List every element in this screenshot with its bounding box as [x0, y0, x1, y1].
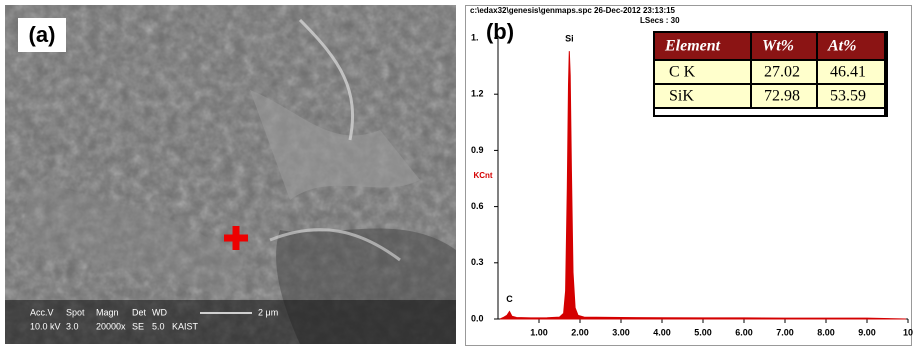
panel-label-box: [18, 18, 66, 52]
y-tick-label: 1.2: [471, 89, 484, 99]
sem-feature: [20, 180, 240, 300]
y-tick-label: 0.0: [471, 313, 484, 323]
x-tick-label: 9.00: [858, 327, 876, 337]
sem-image: [5, 5, 456, 344]
table-footer: [655, 109, 884, 115]
databar-value: 3.0: [66, 321, 79, 331]
spectrum-subheader: LSecs : 30: [640, 16, 680, 25]
sem-edge: [298, 18, 355, 141]
table-cell: [752, 61, 816, 83]
scale-bar-label: 2 μm: [258, 307, 278, 317]
table-header: Element: [664, 38, 721, 55]
y-axis-label: KCnt: [473, 171, 492, 180]
table-header-cell: [655, 33, 750, 59]
spectrum-header: c:\edax32\genesis\genmaps.spc 26-Dec-201…: [470, 6, 676, 15]
sem-edge: [269, 228, 401, 262]
table-cell-text: 53.59: [830, 88, 866, 105]
table-cell-text: SiK: [669, 88, 694, 105]
table-cell: [655, 85, 750, 107]
table-cell-text: 27.02: [764, 64, 800, 81]
x-tick-label: 7.00: [776, 327, 794, 337]
y-tick-label: 0.3: [471, 257, 484, 267]
peak-label: Si: [565, 33, 574, 43]
table-cell: [752, 85, 816, 107]
databar-value: 10.0 kV: [30, 321, 61, 331]
peak-label: C: [506, 294, 513, 304]
table-cell: [818, 85, 884, 107]
databar-value: SE: [132, 321, 144, 331]
x-tick-label: 4.00: [653, 327, 671, 337]
table-cell-text: C K: [669, 64, 696, 81]
databar-value: 20000x: [96, 321, 126, 331]
x-tick-label: 6.00: [735, 327, 753, 337]
y-tick-label: 0.6: [471, 201, 484, 211]
databar: [5, 300, 456, 344]
panel-label: (a): [29, 22, 56, 47]
x-tick-label: 2.00: [571, 327, 589, 337]
panel-label: (b): [486, 19, 514, 44]
x-tick-label: 8.00: [817, 327, 835, 337]
table-cell-text: 72.98: [764, 88, 800, 105]
table-cell: [655, 61, 750, 83]
table-header-cell: [818, 33, 884, 59]
table-cell: [818, 61, 884, 83]
databar-value: KAIST: [172, 321, 199, 331]
databar-value: 5.0: [152, 321, 165, 331]
y-tick-label: 0.9: [471, 145, 484, 155]
red-cross: [224, 226, 248, 250]
databar-header: Acc.V: [30, 307, 54, 317]
table-header-cell: [752, 33, 816, 59]
databar-header: Magn: [96, 307, 119, 317]
table-header: At%: [827, 38, 856, 55]
table-cell-text: 46.41: [830, 64, 866, 81]
x-tick-label: 10: [903, 327, 913, 337]
x-tick-label: 5.00: [694, 327, 712, 337]
databar-header: Det: [132, 307, 147, 317]
sem-feature: [250, 90, 420, 200]
spectrum: [499, 51, 906, 320]
y-tick-label: 1.: [471, 32, 479, 42]
databar-header: WD: [152, 307, 167, 317]
x-tick-label: 1.00: [530, 327, 548, 337]
databar-header: Spot: [66, 307, 85, 317]
table-header: Wt%: [762, 38, 794, 55]
x-tick-label: 3.00: [612, 327, 630, 337]
